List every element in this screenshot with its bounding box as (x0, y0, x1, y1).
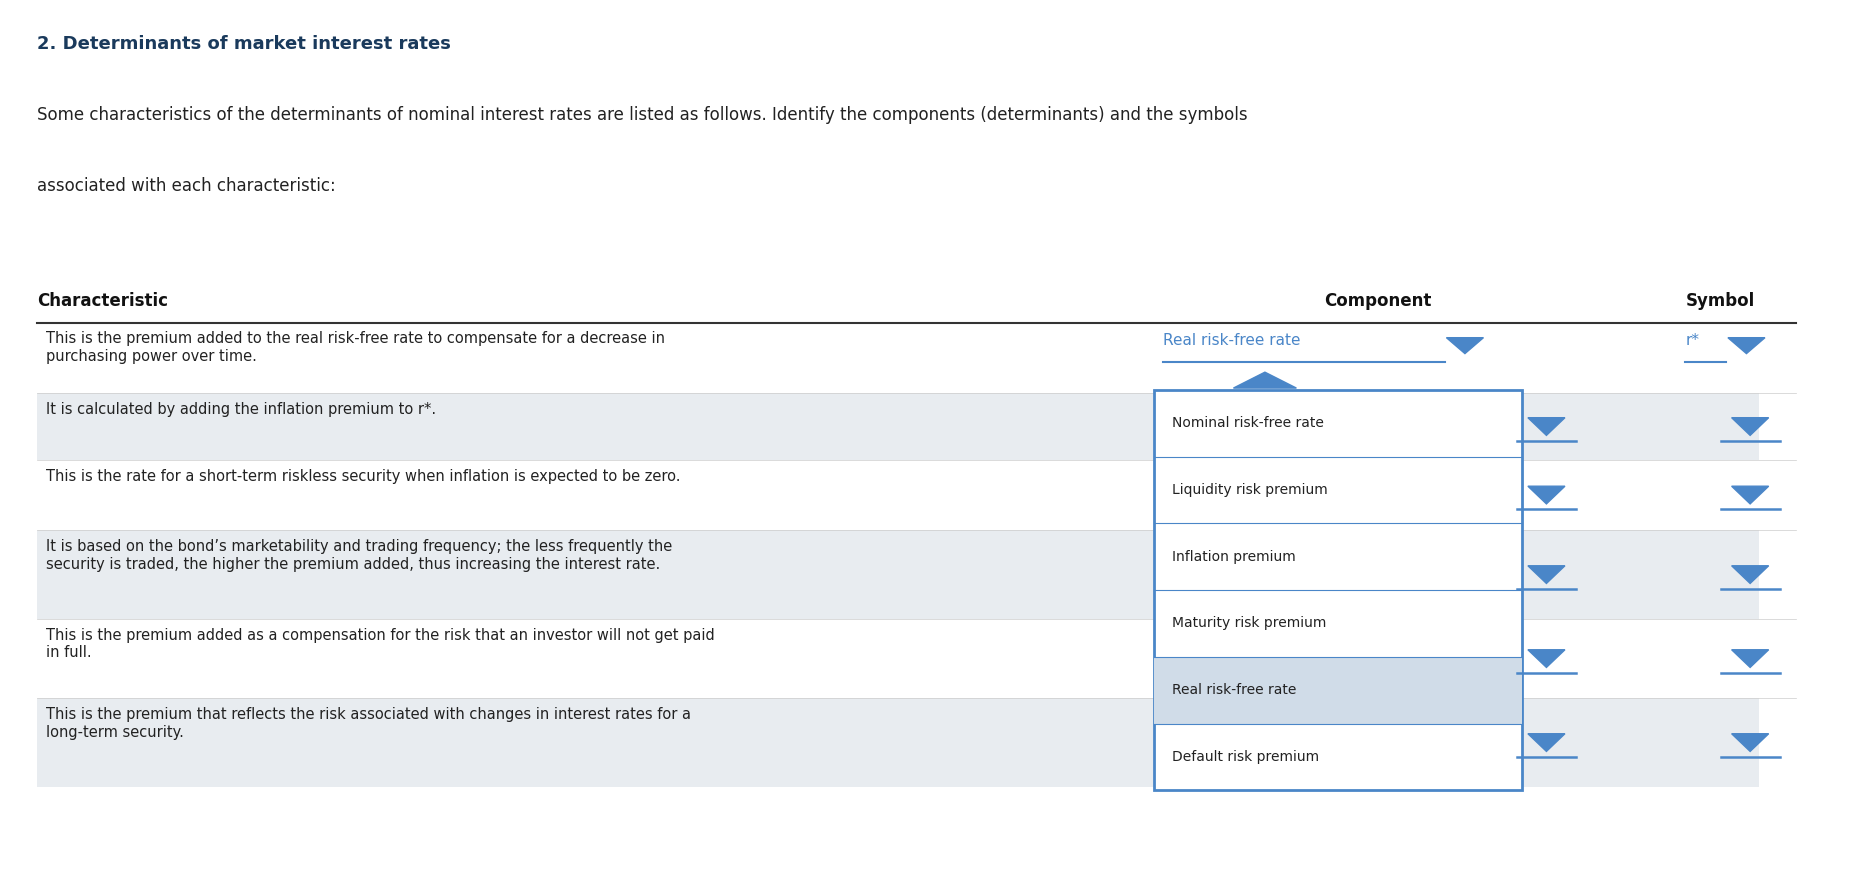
Text: This is the premium added as a compensation for the risk that an investor will n: This is the premium added as a compensat… (46, 628, 715, 660)
Text: Nominal risk-free rate: Nominal risk-free rate (1172, 416, 1324, 431)
Polygon shape (1732, 566, 1769, 583)
FancyBboxPatch shape (37, 619, 1759, 698)
Text: It is based on the bond’s marketability and trading frequency; the less frequent: It is based on the bond’s marketability … (46, 539, 672, 572)
Polygon shape (1732, 486, 1769, 504)
Polygon shape (1732, 650, 1769, 667)
Polygon shape (1528, 417, 1565, 435)
FancyBboxPatch shape (1154, 390, 1522, 790)
Polygon shape (1732, 734, 1769, 751)
Polygon shape (1728, 338, 1765, 354)
Text: Some characteristics of the determinants of nominal interest rates are listed as: Some characteristics of the determinants… (37, 106, 1248, 124)
Text: Real risk-free rate: Real risk-free rate (1163, 333, 1300, 347)
Text: Real risk-free rate: Real risk-free rate (1172, 683, 1296, 697)
Polygon shape (1233, 372, 1296, 388)
FancyBboxPatch shape (1154, 657, 1522, 723)
Polygon shape (1528, 566, 1565, 583)
Text: This is the premium added to the real risk-free rate to compensate for a decreas: This is the premium added to the real ri… (46, 332, 665, 364)
Polygon shape (1446, 338, 1483, 354)
Text: 2. Determinants of market interest rates: 2. Determinants of market interest rates (37, 35, 450, 53)
FancyBboxPatch shape (37, 323, 1759, 393)
Text: associated with each characteristic:: associated with each characteristic: (37, 177, 335, 194)
Text: Default risk premium: Default risk premium (1172, 750, 1319, 764)
Polygon shape (1528, 734, 1565, 751)
Polygon shape (1732, 417, 1769, 435)
Text: r*: r* (1685, 333, 1700, 347)
Text: Characteristic: Characteristic (37, 292, 169, 309)
Polygon shape (1528, 486, 1565, 504)
FancyBboxPatch shape (37, 698, 1759, 787)
Text: This is the rate for a short-term riskless security when inflation is expected t: This is the rate for a short-term riskle… (46, 469, 682, 484)
Text: Maturity risk premium: Maturity risk premium (1172, 616, 1326, 630)
Text: It is calculated by adding the inflation premium to r*.: It is calculated by adding the inflation… (46, 402, 437, 417)
Text: Liquidity risk premium: Liquidity risk premium (1172, 483, 1328, 497)
FancyBboxPatch shape (37, 530, 1759, 619)
FancyBboxPatch shape (37, 460, 1759, 530)
Text: Inflation premium: Inflation premium (1172, 550, 1296, 564)
FancyBboxPatch shape (37, 393, 1759, 460)
Text: Symbol: Symbol (1685, 292, 1754, 309)
Text: Component: Component (1324, 292, 1432, 309)
Polygon shape (1528, 650, 1565, 667)
Text: This is the premium that reflects the risk associated with changes in interest r: This is the premium that reflects the ri… (46, 707, 691, 740)
